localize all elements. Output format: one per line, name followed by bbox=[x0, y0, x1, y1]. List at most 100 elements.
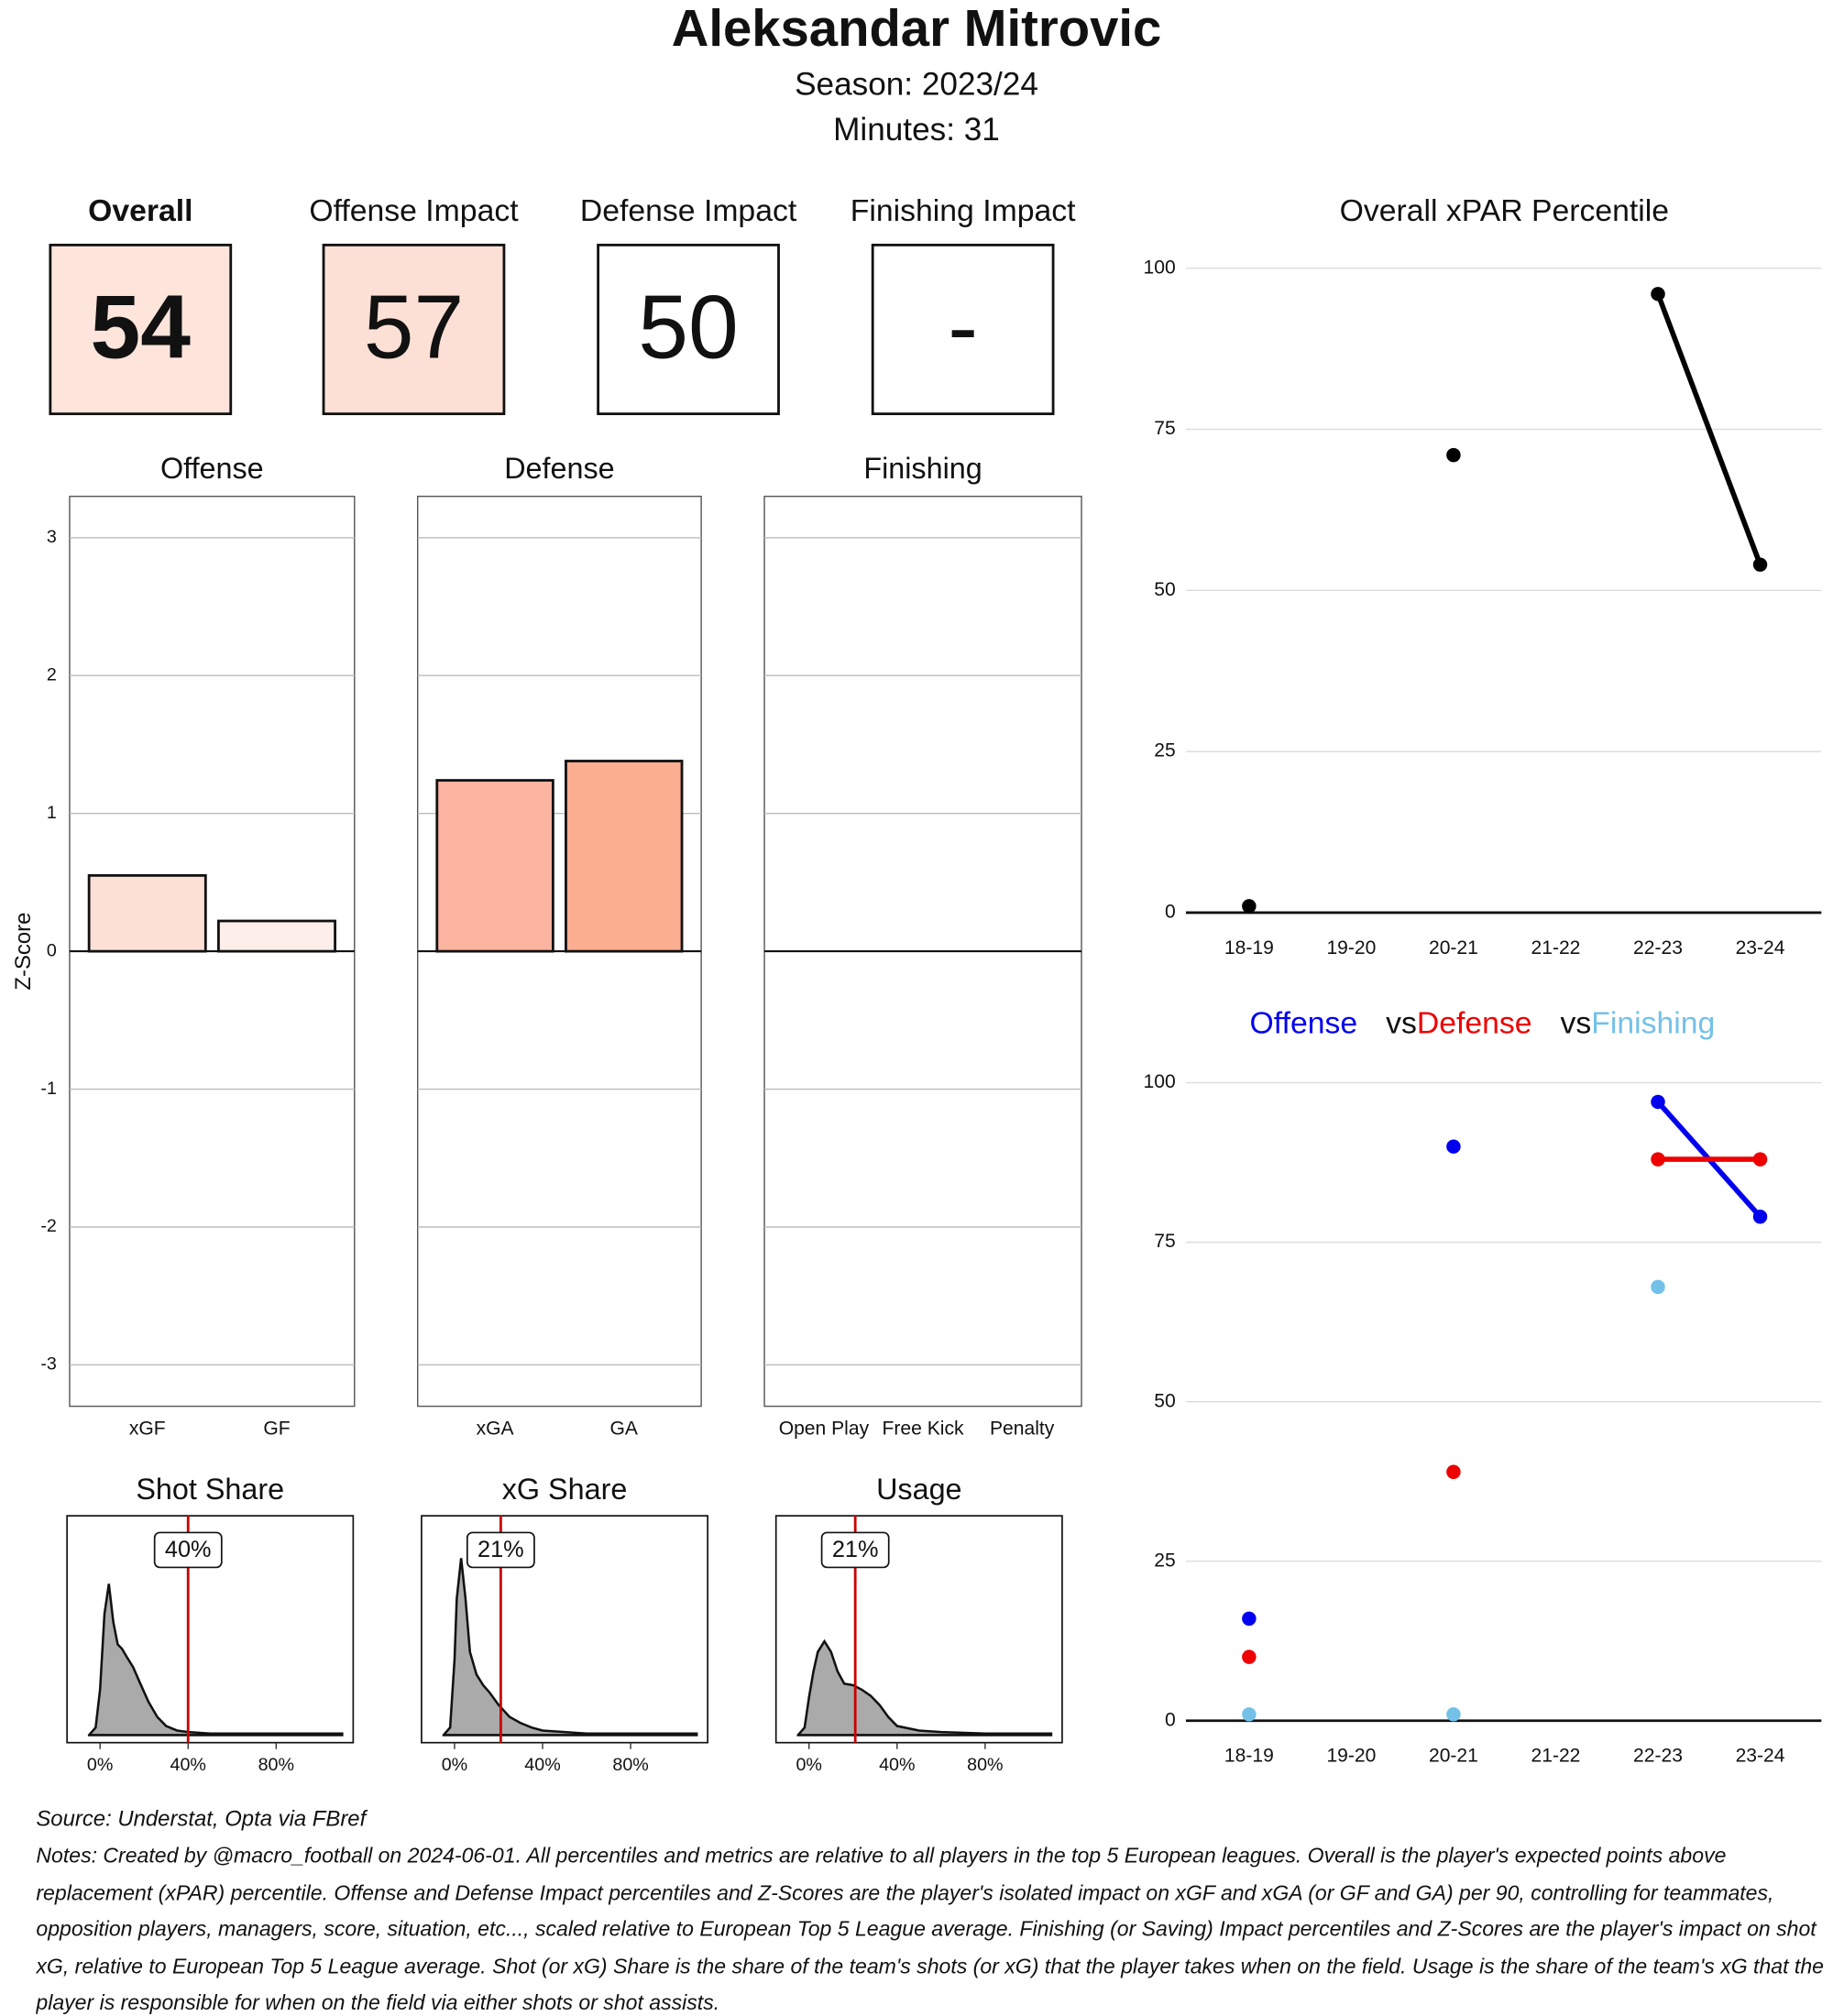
x-tick-label: 40% bbox=[879, 1755, 915, 1775]
x-tick-label: 20-21 bbox=[1429, 1745, 1478, 1766]
kpi-box bbox=[322, 243, 506, 416]
x-tick-label: 18-19 bbox=[1224, 1745, 1274, 1766]
x-tick-label: 22-23 bbox=[1633, 1745, 1683, 1766]
notes: Notes: Created by @macro_football on 202… bbox=[36, 1844, 1824, 2015]
point bbox=[1752, 1152, 1768, 1167]
y-tick-label: 2 bbox=[47, 664, 57, 685]
bar bbox=[87, 873, 207, 953]
x-tick-label: 19-20 bbox=[1326, 1745, 1376, 1766]
source: Source: Understat, Opta via FBref bbox=[36, 1806, 368, 1831]
x-tick-label: 22-23 bbox=[1633, 937, 1683, 959]
density-area bbox=[441, 1558, 698, 1737]
y-tick-label: -2 bbox=[40, 1216, 57, 1236]
x-tick-label: Open Play bbox=[779, 1418, 870, 1439]
x-tick-label: 18-19 bbox=[1224, 937, 1274, 959]
marker-label: 21% bbox=[477, 1537, 524, 1562]
x-tick-label: 80% bbox=[258, 1755, 294, 1775]
kpi-label: Defense Impact bbox=[580, 193, 797, 228]
kpi-value: - bbox=[948, 276, 978, 377]
x-tick-label: 40% bbox=[524, 1755, 560, 1775]
marker-label: 21% bbox=[832, 1537, 879, 1562]
x-tick-label: 80% bbox=[967, 1755, 1003, 1775]
x-tick-label: Free Kick bbox=[883, 1418, 964, 1439]
marker-label-box bbox=[466, 1531, 535, 1569]
point bbox=[1752, 1210, 1768, 1224]
point bbox=[1651, 1094, 1665, 1110]
marker-label-box bbox=[153, 1531, 223, 1569]
facet-title: Defense bbox=[504, 452, 614, 485]
panel-title: Usage bbox=[876, 1473, 961, 1506]
legend-entry: Defense bbox=[1417, 1005, 1532, 1040]
point bbox=[1242, 899, 1257, 914]
point bbox=[1651, 1279, 1665, 1295]
x-tick-label: 19-20 bbox=[1326, 937, 1376, 959]
y-tick-label: 75 bbox=[1154, 1231, 1175, 1252]
point bbox=[1242, 1649, 1257, 1664]
y-tick-label: 100 bbox=[1144, 257, 1176, 278]
y-tick-label: -3 bbox=[40, 1354, 57, 1375]
legend-entry: Offense bbox=[1250, 1005, 1358, 1040]
density-area bbox=[795, 1638, 1053, 1737]
y-tick-label: 3 bbox=[47, 527, 57, 547]
point bbox=[1242, 1611, 1257, 1627]
x-tick-label: GF bbox=[263, 1418, 290, 1439]
y-axis-title: Z-Score bbox=[11, 913, 36, 991]
kpi-label: Offense Impact bbox=[309, 193, 519, 228]
x-tick-label: 0% bbox=[87, 1755, 113, 1775]
y-tick-label: 50 bbox=[1154, 1390, 1175, 1411]
point bbox=[1651, 287, 1665, 301]
x-tick-label: 23-24 bbox=[1736, 937, 1785, 959]
y-tick-label: 75 bbox=[1154, 418, 1175, 439]
marker-label-box bbox=[820, 1531, 890, 1569]
kpi-value: 50 bbox=[638, 276, 739, 377]
point bbox=[1446, 1464, 1461, 1479]
title-separator: vs bbox=[1560, 1005, 1591, 1040]
y-tick-label: 100 bbox=[1144, 1071, 1176, 1092]
series-line bbox=[1655, 292, 1763, 566]
panel-title: xG Share bbox=[502, 1473, 628, 1506]
x-tick-label: 0% bbox=[442, 1755, 467, 1775]
y-tick-label: 25 bbox=[1154, 1550, 1175, 1571]
y-tick-label: 25 bbox=[1154, 740, 1175, 761]
kpi-box bbox=[49, 243, 233, 416]
y-tick-label: 50 bbox=[1154, 579, 1175, 600]
x-tick-label: 21-22 bbox=[1531, 1745, 1581, 1766]
legend-entry: Finishing bbox=[1591, 1005, 1715, 1040]
x-tick-label: 40% bbox=[170, 1755, 206, 1775]
bar bbox=[217, 919, 336, 953]
y-tick-label: 1 bbox=[47, 803, 57, 823]
point bbox=[1446, 447, 1461, 463]
x-tick-label: 80% bbox=[612, 1755, 648, 1775]
bar bbox=[565, 760, 684, 953]
point bbox=[1752, 557, 1768, 572]
chart-title: Overall xPAR Percentile bbox=[1340, 193, 1670, 228]
season: Season: 2023/24 bbox=[795, 67, 1038, 103]
notes-box: Notes: Created by @macro_football on 202… bbox=[36, 1844, 1824, 2015]
x-tick-label: 21-22 bbox=[1531, 937, 1581, 959]
facet-title: Offense bbox=[160, 452, 264, 485]
x-tick-label: xGF bbox=[129, 1418, 166, 1439]
y-tick-label: 0 bbox=[1165, 1709, 1176, 1730]
point bbox=[1651, 1152, 1665, 1167]
x-tick-label: 20-21 bbox=[1429, 937, 1478, 959]
x-tick-label: Penalty bbox=[990, 1418, 1055, 1439]
kpi-value: 54 bbox=[91, 276, 192, 377]
y-tick-label: -1 bbox=[40, 1079, 57, 1099]
bar bbox=[435, 779, 554, 953]
panel-title: Shot Share bbox=[136, 1473, 284, 1506]
chart-title: Offense vsDefense vsFinishing bbox=[1250, 1005, 1716, 1040]
y-tick-label: 0 bbox=[1165, 901, 1176, 922]
minutes: Minutes: 31 bbox=[833, 112, 1000, 148]
kpi-label: Finishing Impact bbox=[851, 193, 1076, 228]
x-tick-label: 0% bbox=[796, 1755, 821, 1775]
kpi-value: 57 bbox=[364, 276, 465, 377]
x-tick-label: xGA bbox=[477, 1418, 515, 1439]
point bbox=[1242, 1707, 1257, 1722]
x-tick-label: GA bbox=[609, 1418, 638, 1439]
kpi-box bbox=[871, 243, 1055, 416]
player-name: Aleksandar Mitrovic bbox=[672, 0, 1162, 57]
marker-label: 40% bbox=[165, 1537, 212, 1562]
point bbox=[1446, 1707, 1461, 1722]
x-tick-label: 23-24 bbox=[1736, 1745, 1785, 1766]
